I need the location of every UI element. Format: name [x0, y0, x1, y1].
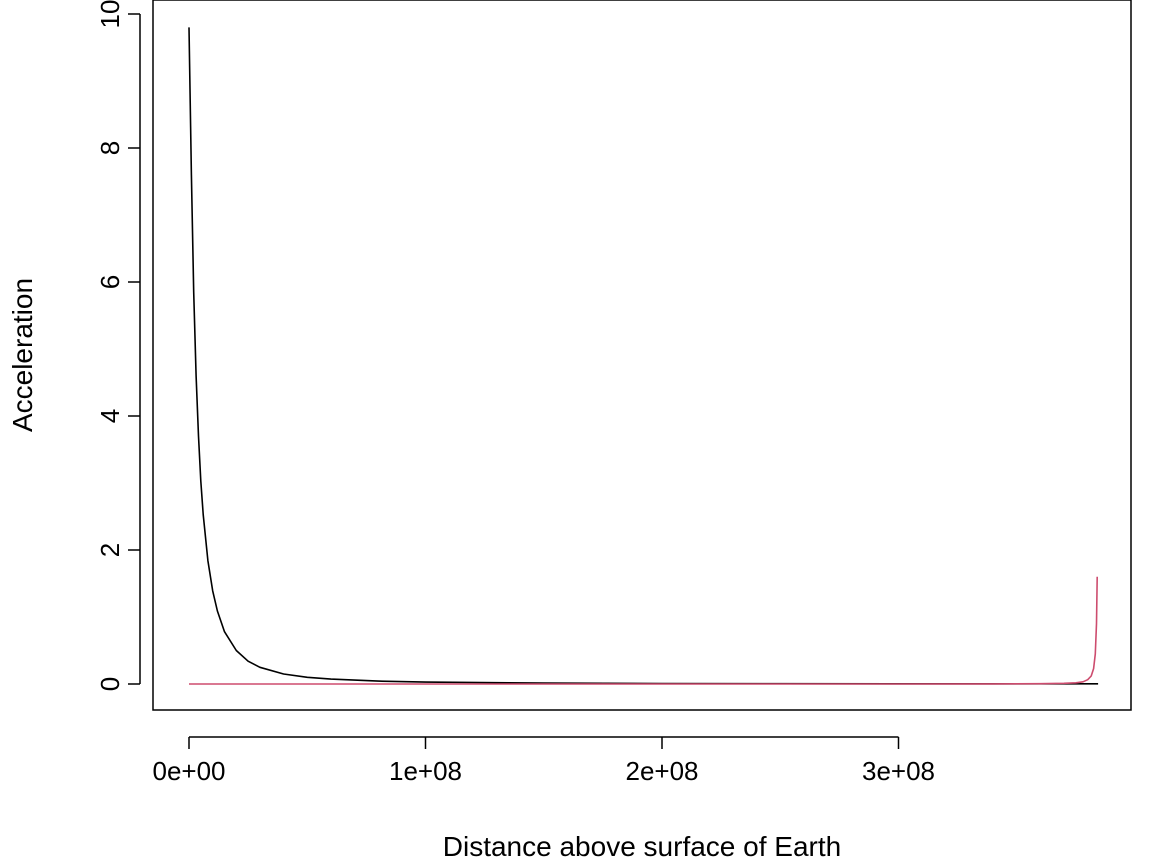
x-axis: 0e+00 1e+08 2e+08 3e+08 — [152, 736, 935, 786]
y-axis-title: Acceleration — [7, 278, 38, 432]
x-tick-label: 3e+08 — [862, 756, 935, 786]
x-tick-label: 1e+08 — [389, 756, 462, 786]
series-layer — [188, 27, 1099, 685]
y-tick-label: 8 — [95, 141, 125, 155]
y-tick-label: 4 — [95, 409, 125, 423]
y-axis: 0 2 4 6 8 10 — [95, 0, 141, 691]
x-tick-label: 2e+08 — [625, 756, 698, 786]
plot-frame — [152, 0, 1132, 711]
x-tick-label: 0e+00 — [152, 756, 225, 786]
x-axis-title: Distance above surface of Earth — [443, 831, 841, 862]
series-line-1 — [188, 27, 1099, 685]
series-line-2 — [189, 576, 1098, 685]
y-tick-label: 10 — [95, 0, 125, 28]
y-tick-label: 0 — [95, 677, 125, 691]
y-tick-label: 6 — [95, 275, 125, 289]
y-tick-label: 2 — [95, 543, 125, 557]
